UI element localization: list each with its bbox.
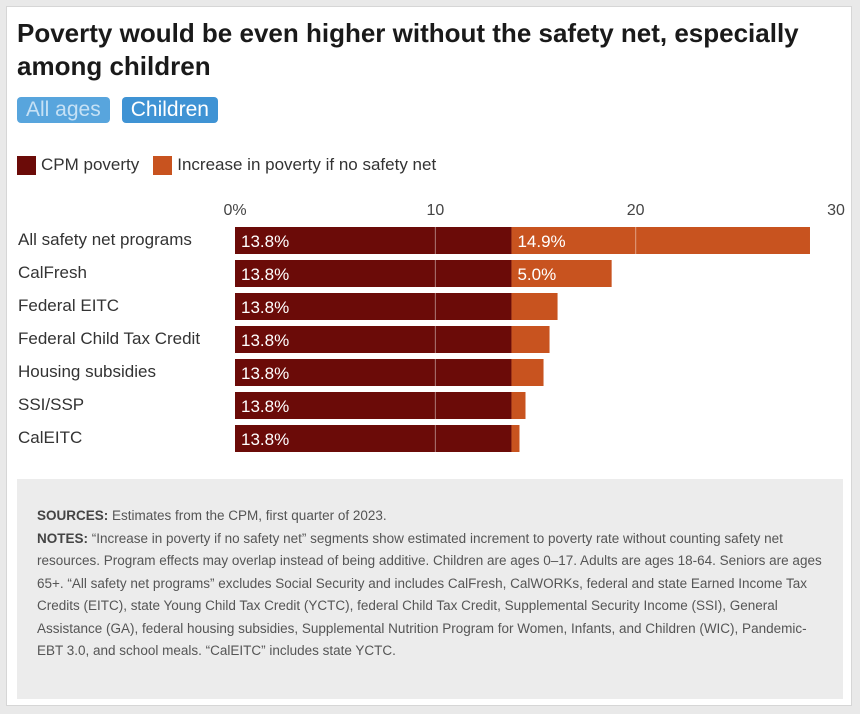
data-label: 13.8% [241,232,289,251]
category-label: All safety net programs [18,230,192,249]
x-tick-label: 20 [627,202,645,219]
category-label: CalEITC [18,428,82,447]
sources-line: SOURCES: Estimates from the CPM, first q… [37,505,823,528]
notes-label: NOTES: [37,530,89,546]
category-label: Federal Child Tax Credit [18,329,200,348]
legend-swatch-cpm-poverty [17,155,36,175]
bar-cpm-poverty [235,425,512,452]
legend-item-increase: Increase in poverty if no safety net [153,155,436,175]
x-tick-label: 10 [426,202,444,219]
data-label: 13.8% [241,397,289,416]
bar-increase [511,293,558,320]
bar-increase [511,326,550,353]
data-label: 13.8% [241,364,289,383]
data-label: 13.8% [241,298,289,317]
category-label: Housing subsidies [18,362,156,381]
legend-label-increase: Increase in poverty if no safety net [177,155,437,174]
bar-increase [511,227,810,254]
sources-text: Estimates from the CPM, first quarter of… [108,508,387,523]
bar-increase [511,392,526,419]
legend-item-cpm-poverty: CPM poverty [17,155,139,175]
chart-card: Poverty would be even higher without the… [6,6,852,706]
category-label: CalFresh [18,263,87,282]
chart-title: Poverty would be even higher without the… [17,18,799,81]
toggle-children[interactable]: Children [121,97,218,123]
sources-label: SOURCES: [37,508,109,523]
bar-chart: 0% 10 20 30 All safety net programs 13.8% 14.9… [18,202,845,452]
legend-swatch-increase [153,155,173,175]
x-tick-label: 0% [223,202,246,219]
notes-text: “Increase in poverty if no safety net” s… [37,530,822,659]
age-toggle-group: All ages Children [17,97,218,123]
bar-cpm-poverty [235,227,512,254]
toggle-all-ages[interactable]: All ages [17,97,110,123]
bar-increase [511,260,612,287]
x-tick-label: 30 [827,202,845,219]
legend: CPM poverty Increase in poverty if no sa… [17,155,450,175]
category-label: SSI/SSP [18,395,84,414]
bar-cpm-poverty [235,392,512,419]
notes-box: SOURCES: Estimates from the CPM, first q… [17,479,843,699]
data-label: 13.8% [241,430,289,449]
notes-paragraph: NOTES: “Increase in poverty if no safety… [37,528,823,663]
bar-cpm-poverty [235,326,512,353]
bar-increase [511,425,520,452]
bar-cpm-poverty [235,359,512,386]
bar-increase [511,359,544,386]
bar-cpm-poverty [235,260,512,287]
data-label: 5.0% [517,265,556,284]
data-label: 14.9% [517,232,565,251]
legend-label-cpm-poverty: CPM poverty [41,155,140,174]
bar-cpm-poverty [235,293,512,320]
category-label: Federal EITC [18,296,119,315]
data-label: 13.8% [241,331,289,350]
data-label: 13.8% [241,265,289,284]
